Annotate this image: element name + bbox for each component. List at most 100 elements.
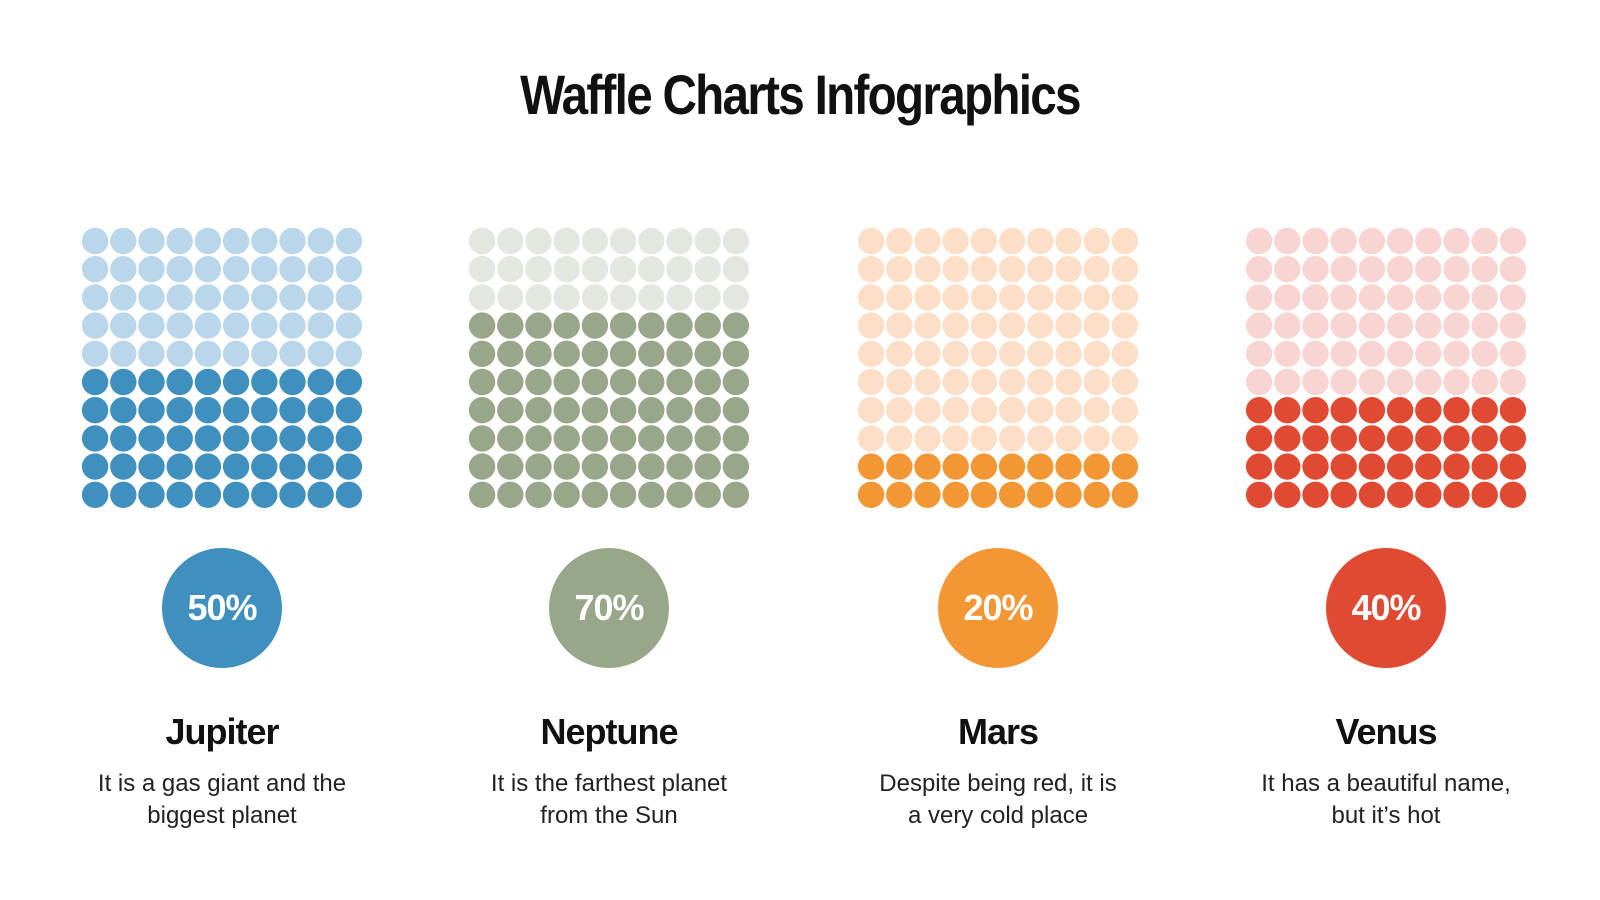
waffle-cell-empty bbox=[1330, 368, 1357, 396]
waffle-cell-empty bbox=[1027, 284, 1054, 311]
waffle-cell-filled bbox=[110, 453, 137, 480]
waffle-cell-filled bbox=[638, 397, 665, 424]
waffle-cell-filled bbox=[609, 453, 637, 480]
waffle-cell-empty bbox=[1083, 227, 1110, 255]
waffle-cell-empty bbox=[1358, 368, 1386, 396]
waffle-cell-empty bbox=[1358, 256, 1386, 283]
waffle-cell-empty bbox=[1415, 284, 1442, 311]
waffle-cell-empty bbox=[694, 256, 721, 283]
waffle-cell-empty bbox=[138, 340, 165, 367]
waffle-cell-empty bbox=[222, 284, 250, 311]
waffle-cell-filled bbox=[194, 397, 222, 424]
waffle-cell-filled bbox=[110, 368, 137, 396]
waffle-cell-empty bbox=[110, 340, 137, 367]
waffle-cell-filled bbox=[1111, 453, 1139, 480]
waffle-cell-filled bbox=[307, 425, 334, 452]
waffle-cell-empty bbox=[942, 340, 969, 367]
waffle-cell-filled bbox=[609, 425, 637, 452]
waffle-cell-empty bbox=[638, 227, 665, 255]
waffle-cell-empty bbox=[942, 284, 969, 311]
waffle-cell-empty bbox=[1499, 256, 1527, 283]
waffle-cell-empty bbox=[1499, 368, 1527, 396]
waffle-cell-filled bbox=[1358, 481, 1386, 508]
waffle-cell-empty bbox=[194, 284, 222, 311]
waffle-cell-filled bbox=[1111, 481, 1139, 508]
waffle-cell-filled bbox=[609, 368, 637, 396]
waffle-cell-empty bbox=[1027, 312, 1054, 339]
value-label: 70% bbox=[574, 587, 644, 628]
waffle-cell-empty bbox=[1055, 312, 1082, 339]
waffle-cell-empty bbox=[581, 284, 609, 311]
waffle-cell-filled bbox=[1443, 481, 1470, 508]
waffle-cell-empty bbox=[1443, 368, 1470, 396]
waffle-cell-empty bbox=[81, 227, 109, 255]
waffle-cell-empty bbox=[1358, 312, 1386, 339]
waffle-cell-filled bbox=[666, 425, 693, 452]
waffle-cell-empty bbox=[251, 256, 278, 283]
waffle-cell-filled bbox=[914, 453, 941, 480]
waffle-cell-filled bbox=[497, 312, 524, 339]
waffle-cell-filled bbox=[553, 481, 580, 508]
waffle-cell-filled bbox=[138, 368, 165, 396]
waffle-cell-empty bbox=[666, 227, 693, 255]
waffle-cell-filled bbox=[1330, 453, 1357, 480]
waffle-cell-filled bbox=[666, 312, 693, 339]
waffle-cell-empty bbox=[914, 397, 941, 424]
waffle-cell-filled bbox=[110, 425, 137, 452]
waffle-cell-empty bbox=[914, 227, 941, 255]
waffle-cell-filled bbox=[1027, 453, 1054, 480]
waffle-cell-filled bbox=[857, 481, 885, 508]
waffle-cell-empty bbox=[1055, 397, 1082, 424]
waffle-cell-filled bbox=[279, 368, 306, 396]
waffle-cell-filled bbox=[1274, 397, 1301, 424]
waffle-cell-empty bbox=[998, 284, 1026, 311]
waffle-cell-filled bbox=[222, 481, 250, 508]
waffle-cell-empty bbox=[1027, 397, 1054, 424]
waffle-cell-empty bbox=[914, 340, 941, 367]
waffle-cell-filled bbox=[694, 368, 721, 396]
waffle-cell-filled bbox=[335, 453, 363, 480]
waffle-cell-filled bbox=[1471, 425, 1498, 452]
planet-name: Jupiter bbox=[165, 711, 279, 752]
waffle-cell-filled bbox=[581, 312, 609, 339]
waffle-cell-empty bbox=[194, 256, 222, 283]
waffle-cell-empty bbox=[166, 227, 193, 255]
waffle-cell-filled bbox=[722, 397, 750, 424]
waffle-cell-empty bbox=[1386, 340, 1414, 367]
waffle-cell-empty bbox=[914, 312, 941, 339]
waffle-cell-empty bbox=[166, 284, 193, 311]
waffle-cell-filled bbox=[666, 453, 693, 480]
waffle-cell-filled bbox=[222, 368, 250, 396]
waffle-cell-empty bbox=[279, 312, 306, 339]
waffle-cell-filled bbox=[638, 425, 665, 452]
waffle-cell-filled bbox=[553, 425, 580, 452]
waffle-cell-filled bbox=[694, 397, 721, 424]
waffle-cell-filled bbox=[1386, 397, 1414, 424]
waffle-cell-filled bbox=[166, 481, 193, 508]
waffle-cell-empty bbox=[998, 425, 1026, 452]
waffle-cell-filled bbox=[886, 481, 913, 508]
waffle-cell-filled bbox=[307, 368, 334, 396]
waffle-cell-filled bbox=[1415, 397, 1442, 424]
waffle-cell-empty bbox=[998, 368, 1026, 396]
waffle-cell-empty bbox=[1111, 312, 1139, 339]
waffle-cell-filled bbox=[1471, 481, 1498, 508]
value-badge bbox=[1326, 548, 1446, 668]
waffle-cell-empty bbox=[1443, 227, 1470, 255]
waffle-cell-empty bbox=[914, 425, 941, 452]
waffle-cell-filled bbox=[1027, 481, 1054, 508]
waffle-cell-filled bbox=[1358, 397, 1386, 424]
waffle-cell-filled bbox=[194, 481, 222, 508]
waffle-cell-filled bbox=[722, 425, 750, 452]
waffle-cell-empty bbox=[914, 368, 941, 396]
waffle-cell-empty bbox=[335, 227, 363, 255]
waffle-cell-filled bbox=[468, 340, 496, 367]
waffle-cell-empty bbox=[1083, 425, 1110, 452]
waffle-cell-empty bbox=[81, 256, 109, 283]
waffle-cell-filled bbox=[609, 312, 637, 339]
waffle-cell-filled bbox=[335, 397, 363, 424]
waffle-cell-filled bbox=[694, 481, 721, 508]
waffle-cell-empty bbox=[251, 340, 278, 367]
waffle-cell-empty bbox=[1274, 284, 1301, 311]
waffle-cell-empty bbox=[1083, 368, 1110, 396]
